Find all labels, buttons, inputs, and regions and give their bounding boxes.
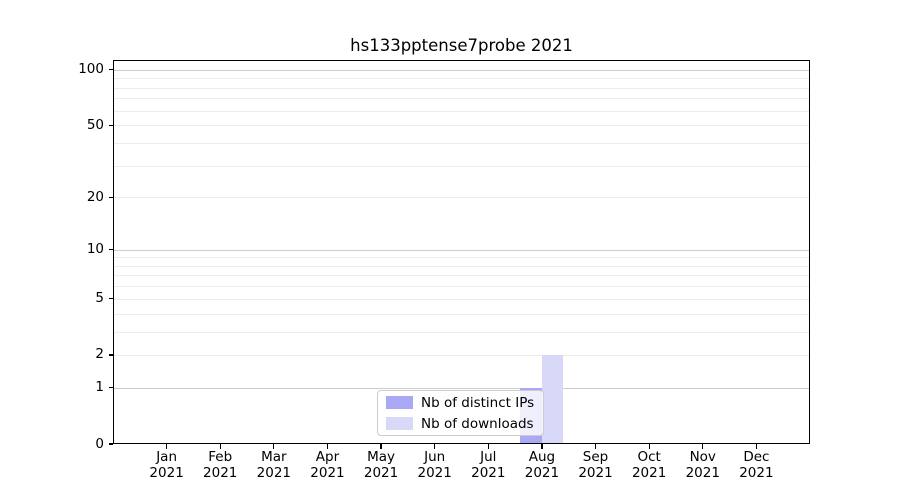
legend-label-downloads: Nb of downloads bbox=[421, 415, 534, 432]
minor-gridline bbox=[113, 354, 810, 356]
x-tick-year: 2021 bbox=[203, 464, 238, 481]
legend-swatch-downloads bbox=[386, 417, 413, 430]
x-tick bbox=[166, 444, 168, 449]
x-tick-label: Feb 2021 bbox=[188, 449, 252, 481]
x-tick-year: 2021 bbox=[363, 464, 399, 481]
minor-gridline bbox=[113, 142, 810, 144]
x-tick-year: 2021 bbox=[256, 464, 292, 481]
legend-item-distinct-ips: Nb of distinct IPs bbox=[386, 395, 543, 411]
major-gridline bbox=[113, 69, 810, 71]
x-tick-label: Jan 2021 bbox=[135, 449, 199, 481]
legend-label-distinct-ips: Nb of distinct IPs bbox=[421, 394, 535, 411]
minor-gridline bbox=[113, 78, 810, 80]
x-tick-label: Sep 2021 bbox=[564, 449, 628, 481]
plot-frame bbox=[113, 60, 810, 444]
x-tick-label: Jun 2021 bbox=[403, 449, 467, 481]
x-tick-year: 2021 bbox=[739, 464, 774, 481]
x-tick-label: Oct 2021 bbox=[617, 449, 681, 481]
legend: Nb of distinct IPs Nb of downloads bbox=[377, 390, 544, 436]
x-tick-label: Jul 2021 bbox=[456, 449, 520, 481]
legend-swatch-distinct-ips bbox=[386, 396, 413, 409]
y-tick-label: 100 bbox=[78, 61, 104, 78]
legend-item-downloads: Nb of downloads bbox=[386, 416, 543, 432]
y-tick-label: 2 bbox=[95, 346, 104, 363]
y-tick-label: 10 bbox=[86, 241, 104, 258]
y-tick-label: 0 bbox=[95, 435, 104, 452]
x-tick bbox=[434, 444, 436, 449]
x-tick bbox=[541, 444, 543, 449]
x-tick bbox=[380, 444, 382, 449]
chart-title: hs133pptense7probe 2021 bbox=[350, 36, 573, 55]
x-tick-year: 2021 bbox=[471, 464, 506, 481]
x-tick-year: 2021 bbox=[310, 464, 345, 481]
x-tick bbox=[273, 444, 275, 449]
minor-gridline bbox=[113, 110, 810, 112]
x-tick-year: 2021 bbox=[524, 464, 560, 481]
bar-nb-of-downloads bbox=[541, 354, 564, 444]
x-tick bbox=[594, 444, 597, 449]
minor-gridline bbox=[113, 257, 810, 259]
y-tick-label: 1 bbox=[95, 379, 104, 396]
x-tick bbox=[755, 444, 757, 449]
major-gridline bbox=[113, 387, 810, 389]
x-tick bbox=[487, 444, 489, 449]
x-tick bbox=[702, 444, 704, 449]
x-tick-year: 2021 bbox=[578, 464, 613, 481]
x-tick-year: 2021 bbox=[631, 464, 667, 481]
x-tick-label: Nov 2021 bbox=[671, 449, 735, 481]
minor-gridline bbox=[113, 197, 810, 199]
y-tick-label: 20 bbox=[86, 188, 104, 205]
minor-gridline bbox=[113, 275, 810, 277]
minor-gridline bbox=[113, 265, 810, 267]
x-tick-label: Dec 2021 bbox=[724, 449, 788, 481]
minor-gridline bbox=[113, 98, 810, 100]
minor-gridline bbox=[113, 331, 810, 333]
x-tick-year: 2021 bbox=[149, 464, 184, 481]
x-tick bbox=[648, 444, 650, 449]
y-tick-label: 50 bbox=[86, 116, 104, 133]
x-tick bbox=[326, 444, 329, 449]
minor-gridline bbox=[113, 87, 810, 89]
minor-gridline bbox=[113, 286, 810, 288]
x-tick-label: Apr 2021 bbox=[295, 449, 359, 481]
y-tick-label: 5 bbox=[95, 290, 104, 307]
major-gridline bbox=[113, 249, 810, 251]
x-tick-year: 2021 bbox=[685, 464, 720, 481]
plot-area: Nb of distinct IPs Nb of downloads bbox=[113, 60, 810, 444]
x-tick-label: Aug 2021 bbox=[510, 449, 574, 481]
minor-gridline bbox=[113, 125, 810, 127]
minor-gridline bbox=[113, 313, 810, 315]
minor-gridline bbox=[113, 165, 810, 167]
x-tick-label: May 2021 bbox=[349, 449, 413, 481]
minor-gridline bbox=[113, 298, 810, 300]
x-tick bbox=[219, 444, 221, 449]
x-tick-year: 2021 bbox=[417, 464, 452, 481]
x-tick-label: Mar 2021 bbox=[242, 449, 306, 481]
